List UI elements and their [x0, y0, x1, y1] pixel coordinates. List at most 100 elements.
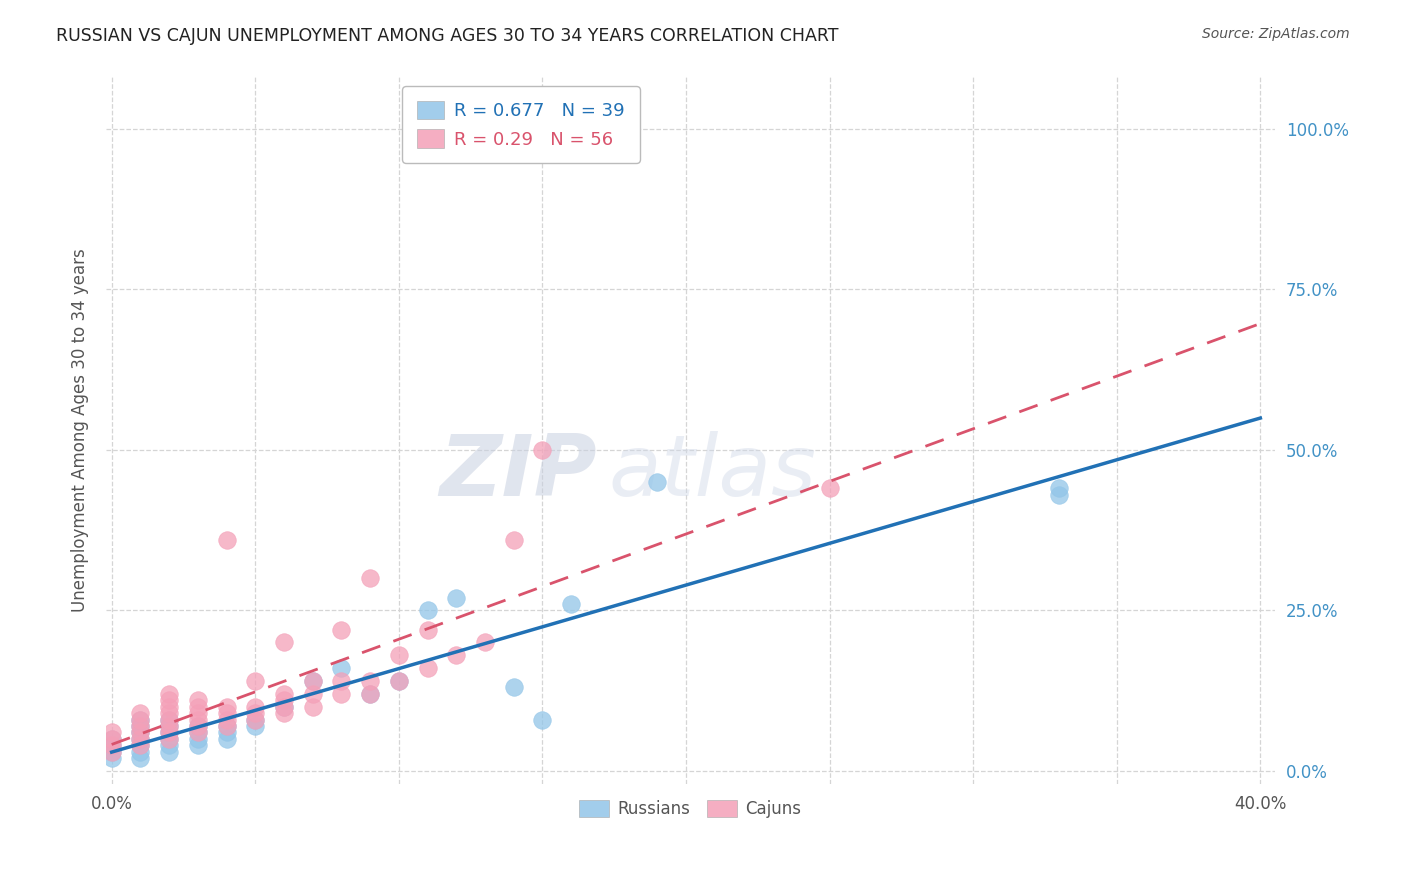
Point	[100, 738, 122, 752]
Point	[301, 673, 323, 688]
Point	[215, 706, 238, 720]
Point	[273, 693, 295, 707]
Point	[416, 603, 439, 617]
Point	[245, 673, 267, 688]
Point	[129, 738, 152, 752]
Point	[388, 673, 411, 688]
Point	[502, 681, 524, 695]
Point	[215, 719, 238, 733]
Point	[187, 725, 209, 739]
Point	[359, 673, 381, 688]
Point	[157, 731, 180, 746]
Point	[187, 706, 209, 720]
Point	[1047, 488, 1070, 502]
Point	[245, 719, 267, 733]
Point	[301, 699, 323, 714]
Point	[187, 699, 209, 714]
Point	[245, 713, 267, 727]
Point	[157, 693, 180, 707]
Point	[129, 725, 152, 739]
Point	[100, 731, 122, 746]
Point	[215, 699, 238, 714]
Point	[560, 597, 582, 611]
Point	[129, 731, 152, 746]
Point	[187, 693, 209, 707]
Point	[330, 673, 353, 688]
Point	[129, 713, 152, 727]
Point	[187, 725, 209, 739]
Point	[187, 719, 209, 733]
Point	[245, 699, 267, 714]
Point	[157, 713, 180, 727]
Point	[359, 571, 381, 585]
Text: Source: ZipAtlas.com: Source: ZipAtlas.com	[1202, 27, 1350, 41]
Point	[100, 745, 122, 759]
Point	[187, 713, 209, 727]
Point	[301, 687, 323, 701]
Point	[100, 751, 122, 765]
Point	[531, 713, 554, 727]
Point	[330, 661, 353, 675]
Point	[100, 745, 122, 759]
Point	[215, 725, 238, 739]
Text: atlas: atlas	[609, 432, 817, 515]
Point	[330, 687, 353, 701]
Point	[100, 731, 122, 746]
Point	[129, 745, 152, 759]
Point	[1047, 482, 1070, 496]
Point	[129, 738, 152, 752]
Point	[273, 699, 295, 714]
Point	[245, 706, 267, 720]
Point	[446, 648, 468, 663]
Point	[129, 731, 152, 746]
Point	[157, 706, 180, 720]
Point	[474, 635, 496, 649]
Point	[818, 482, 841, 496]
Text: RUSSIAN VS CAJUN UNEMPLOYMENT AMONG AGES 30 TO 34 YEARS CORRELATION CHART: RUSSIAN VS CAJUN UNEMPLOYMENT AMONG AGES…	[56, 27, 839, 45]
Point	[157, 699, 180, 714]
Point	[129, 719, 152, 733]
Point	[187, 731, 209, 746]
Point	[245, 713, 267, 727]
Point	[157, 725, 180, 739]
Point	[416, 623, 439, 637]
Point	[157, 731, 180, 746]
Point	[157, 687, 180, 701]
Point	[129, 713, 152, 727]
Point	[359, 687, 381, 701]
Legend: Russians, Cajuns: Russians, Cajuns	[572, 793, 808, 825]
Point	[157, 738, 180, 752]
Point	[187, 719, 209, 733]
Y-axis label: Unemployment Among Ages 30 to 34 years: Unemployment Among Ages 30 to 34 years	[72, 249, 89, 613]
Point	[129, 751, 152, 765]
Point	[301, 673, 323, 688]
Point	[273, 699, 295, 714]
Point	[129, 725, 152, 739]
Point	[100, 738, 122, 752]
Point	[273, 687, 295, 701]
Point	[531, 442, 554, 457]
Point	[273, 706, 295, 720]
Point	[157, 719, 180, 733]
Point	[100, 725, 122, 739]
Point	[388, 648, 411, 663]
Point	[129, 719, 152, 733]
Point	[273, 635, 295, 649]
Point	[215, 713, 238, 727]
Point	[446, 591, 468, 605]
Point	[388, 673, 411, 688]
Point	[157, 745, 180, 759]
Point	[502, 533, 524, 547]
Point	[187, 738, 209, 752]
Point	[157, 713, 180, 727]
Point	[645, 475, 668, 489]
Point	[215, 731, 238, 746]
Point	[215, 719, 238, 733]
Point	[359, 687, 381, 701]
Point	[416, 661, 439, 675]
Point	[129, 706, 152, 720]
Point	[330, 623, 353, 637]
Text: ZIP: ZIP	[439, 432, 596, 515]
Point	[157, 725, 180, 739]
Point	[157, 719, 180, 733]
